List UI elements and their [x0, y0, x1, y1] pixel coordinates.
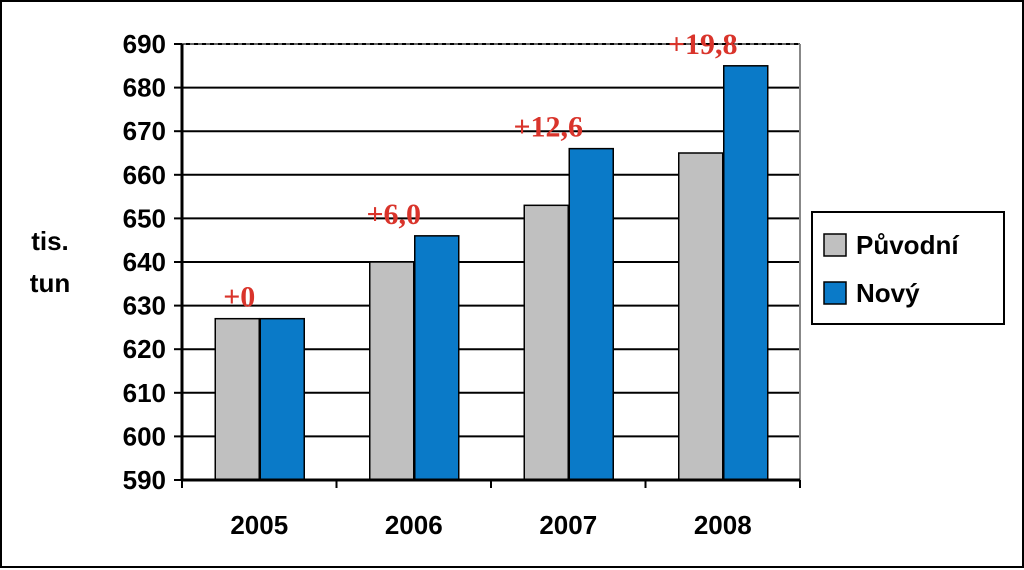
labels: 690 680 670 660 650 640 630 620 610 600 590 2005 200… [30, 28, 752, 540]
y-tick-label: 630 [123, 291, 166, 321]
legend-label: Nový [856, 278, 920, 308]
y-axis-label: tun [30, 268, 70, 298]
legend: Původní Nový [811, 211, 1005, 325]
axes [174, 43, 801, 488]
y-tick-label: 650 [123, 203, 166, 233]
y-axis-label: tis. [31, 226, 69, 256]
bar-puvodni [369, 261, 415, 481]
bar-novy [259, 317, 305, 481]
bar-puvodni [678, 152, 724, 481]
bar-puvodni [523, 204, 569, 481]
legend-label: Původní [856, 230, 959, 260]
legend-box [811, 211, 1005, 325]
difference-annotation: +12,6 [513, 111, 583, 144]
y-tick-label: 600 [123, 421, 166, 451]
difference-annotation: +6,0 [366, 198, 421, 231]
x-category-label: 2005 [230, 510, 288, 540]
bar-puvodni [214, 317, 260, 481]
y-tick-label: 690 [123, 29, 166, 59]
bar-novy [723, 65, 769, 481]
y-tick-label: 660 [123, 160, 166, 190]
y-tick-label: 620 [123, 334, 166, 364]
y-tick-label: 610 [123, 378, 166, 408]
x-category-label: 2007 [539, 510, 597, 540]
difference-annotation: +19,8 [668, 28, 738, 61]
x-category-label: 2006 [385, 510, 443, 540]
y-tick-label: 590 [123, 465, 166, 495]
difference-annotation: +0 [223, 281, 255, 314]
y-tick-label: 680 [123, 73, 166, 103]
bar-novy [568, 147, 614, 481]
y-tick-label: 640 [123, 247, 166, 277]
y-tick-label: 670 [123, 116, 166, 146]
legend-swatch-puvodni [823, 233, 847, 257]
x-category-label: 2008 [694, 510, 752, 540]
legend-swatch-novy [823, 281, 847, 305]
bar-novy [414, 235, 460, 481]
bars [214, 65, 769, 481]
